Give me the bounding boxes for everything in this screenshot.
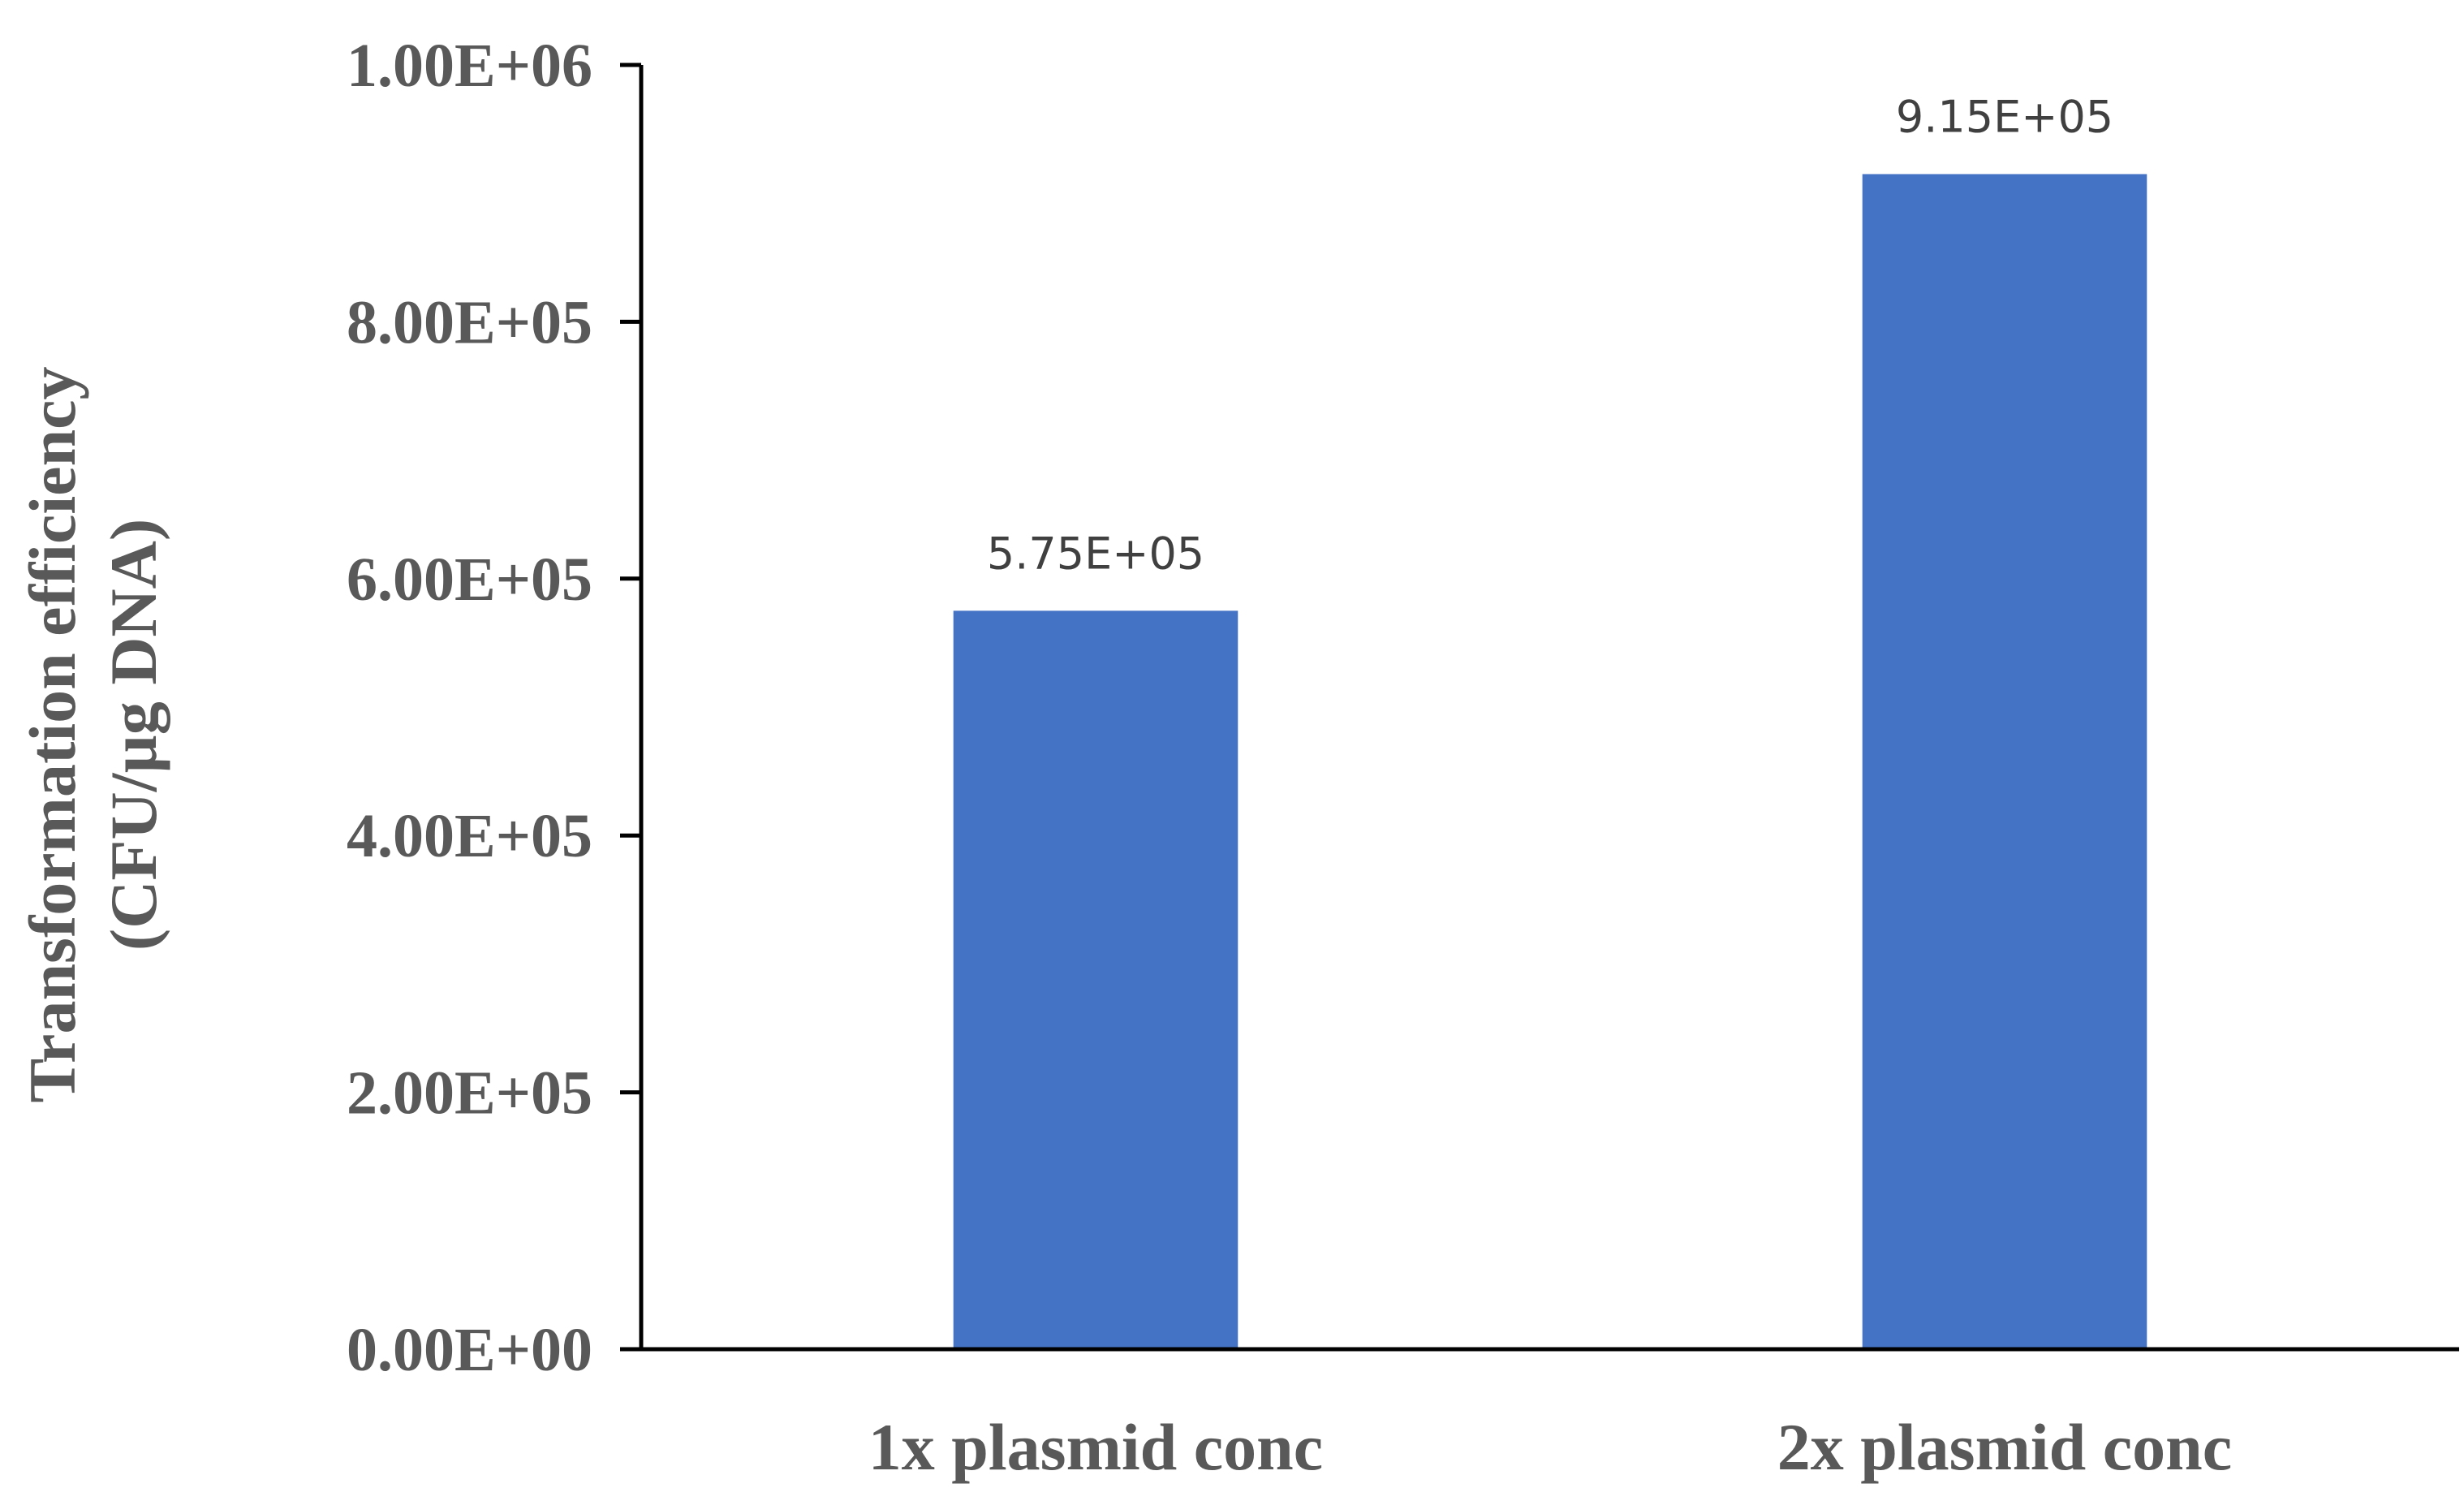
bar xyxy=(953,610,1238,1349)
y-tick-label: 0.00E+00 xyxy=(347,1316,592,1384)
y-axis-title-line-2: (CFU/µg DNA) xyxy=(97,519,170,951)
data-labels: 5.75E+05 9.15E+05 xyxy=(987,91,2113,579)
x-axis-labels: 1x plasmid conc 2x plasmid conc xyxy=(868,1410,2232,1484)
bar-data-label: 5.75E+05 xyxy=(987,528,1204,579)
y-tick-label: 6.00E+05 xyxy=(347,546,592,614)
y-axis-title: Transformation efficiency (CFU/µg DNA) xyxy=(15,366,170,1102)
y-tick-label: 4.00E+05 xyxy=(347,802,592,870)
bar xyxy=(1862,174,2147,1350)
bar-data-label: 9.15E+05 xyxy=(1896,91,2113,142)
y-tick-label: 2.00E+05 xyxy=(347,1059,592,1128)
y-tick-label: 1.00E+06 xyxy=(347,32,592,100)
y-axis-title-line-1: Transformation efficiency xyxy=(15,366,89,1102)
y-axis-ticks: 0.00E+00 2.00E+05 4.00E+05 6.00E+05 8.00E+05… xyxy=(347,32,641,1384)
x-category-label: 2x plasmid conc xyxy=(1777,1410,2232,1484)
x-category-label: 1x plasmid conc xyxy=(868,1410,1323,1484)
bar-series xyxy=(953,174,2147,1350)
y-tick-label: 8.00E+05 xyxy=(347,288,592,356)
